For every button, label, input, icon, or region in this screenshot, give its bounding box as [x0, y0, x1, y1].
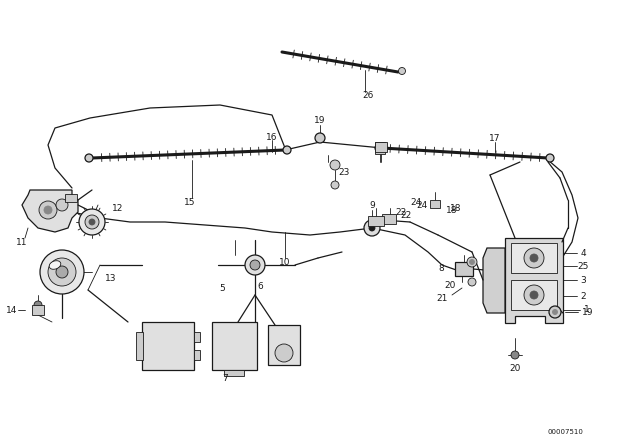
Text: 9: 9	[369, 201, 375, 210]
Circle shape	[530, 291, 538, 299]
Bar	[382, 214, 396, 224]
Bar	[455, 262, 473, 276]
Text: 1: 1	[584, 306, 590, 314]
Bar	[430, 200, 440, 208]
Text: 25: 25	[577, 262, 589, 271]
Bar	[224, 370, 244, 376]
Text: 23: 23	[338, 168, 349, 177]
Circle shape	[468, 278, 476, 286]
Text: 18: 18	[450, 203, 461, 212]
Text: 13: 13	[105, 273, 116, 283]
Text: 15: 15	[184, 198, 196, 207]
Text: 22: 22	[400, 211, 412, 220]
Circle shape	[56, 199, 68, 211]
Bar	[375, 142, 387, 152]
Circle shape	[552, 310, 557, 314]
Bar	[268, 325, 300, 365]
Bar	[32, 305, 44, 315]
Text: 21: 21	[436, 293, 448, 302]
Text: 24: 24	[417, 201, 428, 210]
Text: 24: 24	[411, 198, 422, 207]
Text: 8: 8	[438, 263, 444, 272]
Text: 7: 7	[222, 374, 228, 383]
Text: 17: 17	[489, 134, 500, 142]
Circle shape	[39, 201, 57, 219]
Circle shape	[524, 285, 544, 305]
Text: 22: 22	[395, 207, 406, 216]
Circle shape	[48, 258, 76, 286]
Polygon shape	[22, 190, 78, 232]
Circle shape	[546, 154, 554, 162]
Text: 19: 19	[582, 307, 593, 316]
Bar	[194, 332, 200, 342]
Circle shape	[364, 220, 380, 236]
Circle shape	[44, 206, 52, 214]
Circle shape	[283, 146, 291, 154]
Circle shape	[549, 306, 561, 318]
Circle shape	[524, 248, 544, 268]
Text: 20: 20	[444, 280, 456, 289]
Bar	[65, 194, 77, 202]
Circle shape	[89, 219, 95, 225]
Circle shape	[56, 266, 68, 278]
Text: 6: 6	[257, 281, 263, 290]
Circle shape	[331, 181, 339, 189]
Circle shape	[79, 209, 105, 235]
Text: 14: 14	[6, 306, 18, 314]
Circle shape	[511, 351, 519, 359]
Circle shape	[85, 215, 99, 229]
Text: 2: 2	[580, 292, 586, 301]
Circle shape	[245, 255, 265, 275]
Bar	[368, 216, 384, 226]
Text: 12: 12	[112, 203, 124, 212]
Circle shape	[40, 250, 84, 294]
Circle shape	[530, 254, 538, 262]
Bar	[511, 243, 557, 273]
Polygon shape	[505, 238, 563, 323]
Circle shape	[275, 344, 293, 362]
Circle shape	[375, 144, 383, 152]
Circle shape	[85, 154, 93, 162]
Text: 16: 16	[266, 133, 278, 142]
Text: 18: 18	[446, 206, 458, 215]
Circle shape	[330, 160, 340, 170]
Bar	[212, 322, 257, 370]
Text: 4: 4	[580, 249, 586, 258]
Circle shape	[34, 301, 42, 309]
Bar	[194, 350, 200, 360]
Text: 19: 19	[314, 116, 326, 125]
Circle shape	[467, 257, 477, 267]
Polygon shape	[483, 248, 505, 313]
Bar	[511, 280, 557, 310]
Bar	[375, 142, 385, 154]
Bar	[142, 322, 194, 370]
Text: 3: 3	[580, 276, 586, 284]
Text: 11: 11	[16, 237, 28, 246]
Circle shape	[369, 225, 375, 231]
Bar	[136, 332, 143, 360]
Circle shape	[250, 260, 260, 270]
Circle shape	[315, 133, 325, 143]
Ellipse shape	[49, 261, 61, 269]
Text: 00007510: 00007510	[547, 429, 583, 435]
Text: 10: 10	[279, 258, 291, 267]
Circle shape	[399, 68, 406, 74]
Circle shape	[470, 259, 474, 264]
Text: 5: 5	[219, 284, 225, 293]
Text: 26: 26	[362, 90, 374, 99]
Text: 20: 20	[509, 363, 521, 372]
